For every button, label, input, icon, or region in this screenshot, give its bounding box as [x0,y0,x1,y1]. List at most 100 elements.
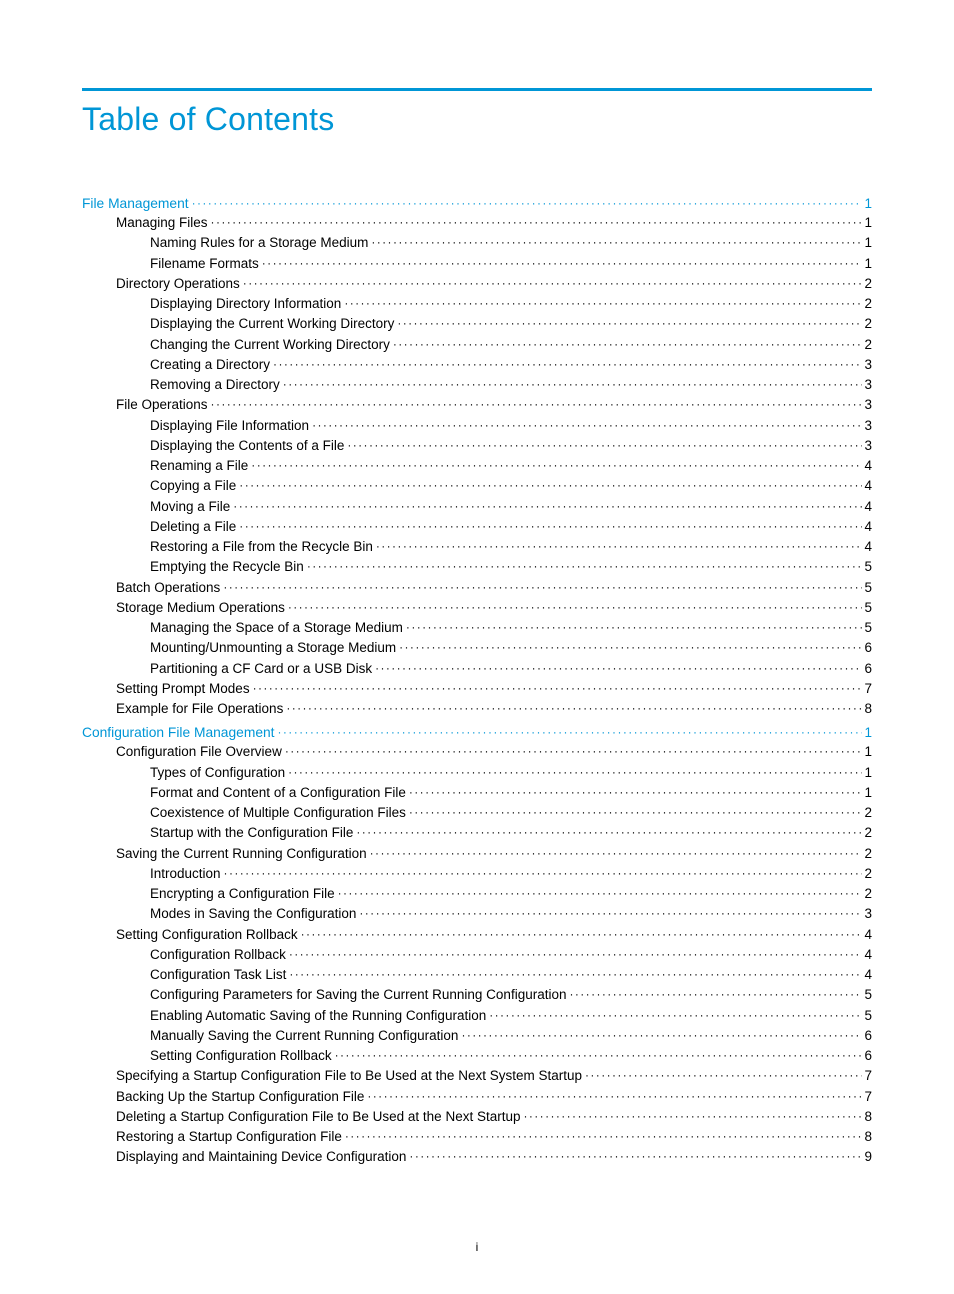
toc-entry[interactable]: Introduction ···························… [82,864,872,884]
toc-entry-label: Filename Formats [150,254,259,274]
toc-entry-label: Manually Saving the Current Running Conf… [150,1026,458,1046]
toc-section-heading[interactable]: Configuration File Management ··········… [82,725,872,740]
toc-entry-page: 4 [862,965,872,985]
toc-entry[interactable]: Saving the Current Running Configuration… [82,844,872,864]
toc-entry-page: 4 [862,517,872,537]
toc-entry[interactable]: Displaying File Information ············… [82,416,872,436]
leader-dots: ········································… [335,884,863,902]
toc-entry-page: 1 [862,742,872,762]
toc-entry[interactable]: Restoring a Startup Configuration File ·… [82,1127,872,1147]
toc-entry[interactable]: Restoring a File from the Recycle Bin ··… [82,537,872,557]
toc-entry[interactable]: Managing Files ·························… [82,213,872,233]
leader-dots: ········································… [406,1147,862,1165]
toc-entry[interactable]: Copying a File ·························… [82,476,872,496]
leader-dots: ········································… [221,864,863,882]
toc-entry[interactable]: Backing Up the Startup Configuration Fil… [82,1087,872,1107]
toc-section-heading[interactable]: File Management ························… [82,196,872,211]
toc-entry[interactable]: Managing the Space of a Storage Medium ·… [82,618,872,638]
leader-dots: ········································… [390,335,863,353]
toc-entry-label: Saving the Current Running Configuration [116,844,367,864]
toc-entry-label: Setting Configuration Rollback [150,1046,332,1066]
toc-entry-label: Setting Configuration Rollback [116,925,298,945]
toc-entry-label: Partitioning a CF Card or a USB Disk [150,659,372,679]
toc-entry-page: 7 [862,1066,872,1086]
toc-entry[interactable]: Directory Operations ···················… [82,274,872,294]
toc-entry[interactable]: Encrypting a Configuration File ········… [82,884,872,904]
toc-entry-label: Encrypting a Configuration File [150,884,335,904]
leader-dots: ········································… [285,598,863,616]
toc-entry[interactable]: Batch Operations ·······················… [82,578,872,598]
leader-dots: ········································… [332,1046,863,1064]
toc-entry-label: Format and Content of a Configuration Fi… [150,783,406,803]
toc-entry[interactable]: Configuration File Overview ············… [82,742,872,762]
toc-entry-label: Displaying the Contents of a File [150,436,344,456]
toc-entry[interactable]: Manually Saving the Current Running Conf… [82,1026,872,1046]
toc-entry[interactable]: Setting Configuration Rollback ·········… [82,925,872,945]
leader-dots: ········································… [396,638,862,656]
toc-entry-page: 9 [862,1147,872,1167]
leader-dots: ········································… [208,395,863,413]
toc-entry[interactable]: Displaying the Contents of a File ······… [82,436,872,456]
toc-entry[interactable]: Changing the Current Working Directory ·… [82,335,872,355]
leader-dots: ········································… [236,476,862,494]
leader-dots: ········································… [309,416,862,434]
toc-entry-label: Deleting a File [150,517,236,537]
leader-dots: ········································… [280,375,863,393]
toc-entry[interactable]: Filename Formats ·······················… [82,254,872,274]
toc-entry[interactable]: Mounting/Unmounting a Storage Medium ···… [82,638,872,658]
toc-entry-page: 4 [862,456,872,476]
toc-entry[interactable]: Configuration Task List ················… [82,965,872,985]
toc-entry-page: 2 [862,864,872,884]
toc-entry[interactable]: Renaming a File ························… [82,456,872,476]
leader-dots: ········································… [286,945,863,963]
toc-entry[interactable]: Naming Rules for a Storage Medium ······… [82,233,872,253]
leader-dots: ········································… [230,497,862,515]
leader-dots: ········································… [285,763,862,781]
toc-entry[interactable]: Specifying a Startup Configuration File … [82,1066,872,1086]
toc-entry-label: Managing Files [116,213,208,233]
leader-dots: ········································… [286,965,862,983]
toc-entry[interactable]: Deleting a File ························… [82,517,872,537]
toc-section-page: 1 [862,725,872,740]
toc-entry-label: Mounting/Unmounting a Storage Medium [150,638,396,658]
leader-dots: ········································… [208,213,863,231]
toc-entry[interactable]: Deleting a Startup Configuration File to… [82,1107,872,1127]
toc-entry[interactable]: Displaying the Current Working Directory… [82,314,872,334]
toc-entry[interactable]: Configuring Parameters for Saving the Cu… [82,985,872,1005]
toc-entry[interactable]: Coexistence of Multiple Configuration Fi… [82,803,872,823]
leader-dots: ········································… [240,274,863,292]
toc-entry[interactable]: Creating a Directory ···················… [82,355,872,375]
toc-entry-page: 6 [862,1046,872,1066]
toc-entry[interactable]: Setting Configuration Rollback ·········… [82,1046,872,1066]
toc-entry[interactable]: Startup with the Configuration File ····… [82,823,872,843]
toc-entry-page: 2 [862,844,872,864]
toc-entry-page: 2 [862,294,872,314]
toc-entry[interactable]: Configuration Rollback ·················… [82,945,872,965]
toc-entry[interactable]: Setting Prompt Modes ···················… [82,679,872,699]
toc-entry[interactable]: Removing a Directory ···················… [82,375,872,395]
toc-entry[interactable]: Displaying Directory Information ·······… [82,294,872,314]
toc-entry-page: 7 [862,1087,872,1107]
toc-entry[interactable]: Moving a File ··························… [82,497,872,517]
toc-entry[interactable]: Types of Configuration ·················… [82,763,872,783]
toc-entry[interactable]: Partitioning a CF Card or a USB Disk ···… [82,659,872,679]
toc-entry-label: Emptying the Recycle Bin [150,557,304,577]
toc-entry[interactable]: Enabling Automatic Saving of the Running… [82,1006,872,1026]
toc-entry-page: 5 [862,985,872,1005]
toc-entry[interactable]: Format and Content of a Configuration Fi… [82,783,872,803]
toc-entry-page: 5 [862,557,872,577]
toc-entry-page: 8 [862,1127,872,1147]
toc-entry[interactable]: Example for File Operations ············… [82,699,872,719]
toc-entry-page: 1 [862,783,872,803]
toc-entry[interactable]: Modes in Saving the Configuration ······… [82,904,872,924]
toc-entry-page: 3 [862,375,872,395]
toc-entry[interactable]: Storage Medium Operations ··············… [82,598,872,618]
toc-entry[interactable]: Displaying and Maintaining Device Config… [82,1147,872,1167]
toc-entry-label: Displaying and Maintaining Device Config… [116,1147,406,1167]
toc-entry-label: Displaying File Information [150,416,309,436]
toc-entry-label: Directory Operations [116,274,240,294]
toc-entry[interactable]: File Operations ························… [82,395,872,415]
leader-dots: ········································… [582,1066,862,1084]
toc-entry[interactable]: Emptying the Recycle Bin ···············… [82,557,872,577]
toc-entry-label: Modes in Saving the Configuration [150,904,356,924]
